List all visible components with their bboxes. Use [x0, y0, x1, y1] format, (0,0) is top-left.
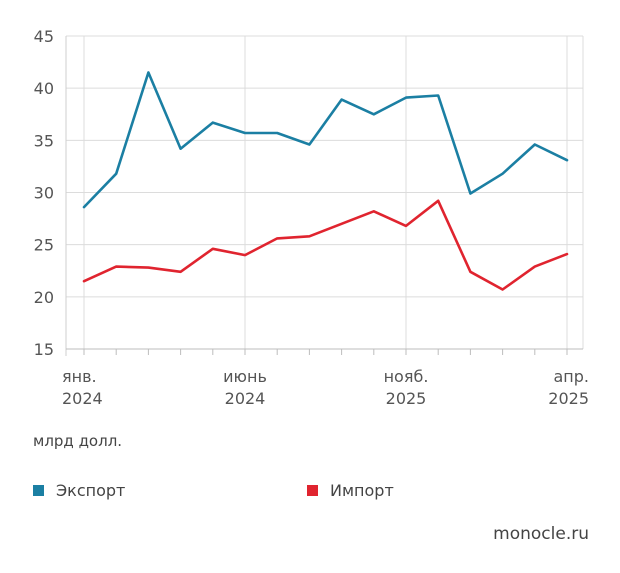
y-axis-ticks: 15 20 25 30 35 40 45	[34, 27, 54, 359]
legend-label-export: Экспорт	[56, 481, 126, 500]
legend-item-import: Импорт	[307, 481, 394, 500]
y-tick-label: 45	[34, 27, 54, 46]
series-line-import	[82, 199, 569, 291]
x-axis-ticks: янв. 2024 июнь 2024 нояб. 2025 апр. 2025	[62, 349, 589, 408]
y-tick-label: 30	[34, 184, 54, 203]
y-tick-label: 40	[34, 79, 54, 98]
source-label: monocle.ru	[493, 524, 589, 544]
x-tick-label-month: апр.	[553, 367, 589, 386]
x-tick-label-month: нояб.	[384, 367, 429, 386]
unit-label: млрд долл.	[33, 432, 123, 450]
series-line-export	[82, 71, 569, 209]
x-tick-label-month: июнь	[223, 367, 267, 386]
y-tick-label: 35	[34, 131, 54, 150]
legend-item-export: Экспорт	[33, 481, 125, 500]
legend-swatch-import	[307, 485, 318, 496]
y-tick-label: 25	[34, 236, 54, 255]
x-tick-label-year: 2024	[62, 389, 103, 408]
x-tick-label-year: 2024	[225, 389, 266, 408]
x-tick-label-year: 2025	[548, 389, 589, 408]
series-lines	[82, 71, 569, 291]
y-tick-label: 20	[34, 288, 54, 307]
grid	[65, 35, 584, 356]
y-tick-label: 15	[34, 340, 54, 359]
x-tick-label-month: янв.	[62, 367, 97, 386]
x-tick-label-year: 2025	[386, 389, 427, 408]
legend-swatch-export	[33, 485, 44, 496]
legend-label-import: Импорт	[330, 481, 394, 500]
